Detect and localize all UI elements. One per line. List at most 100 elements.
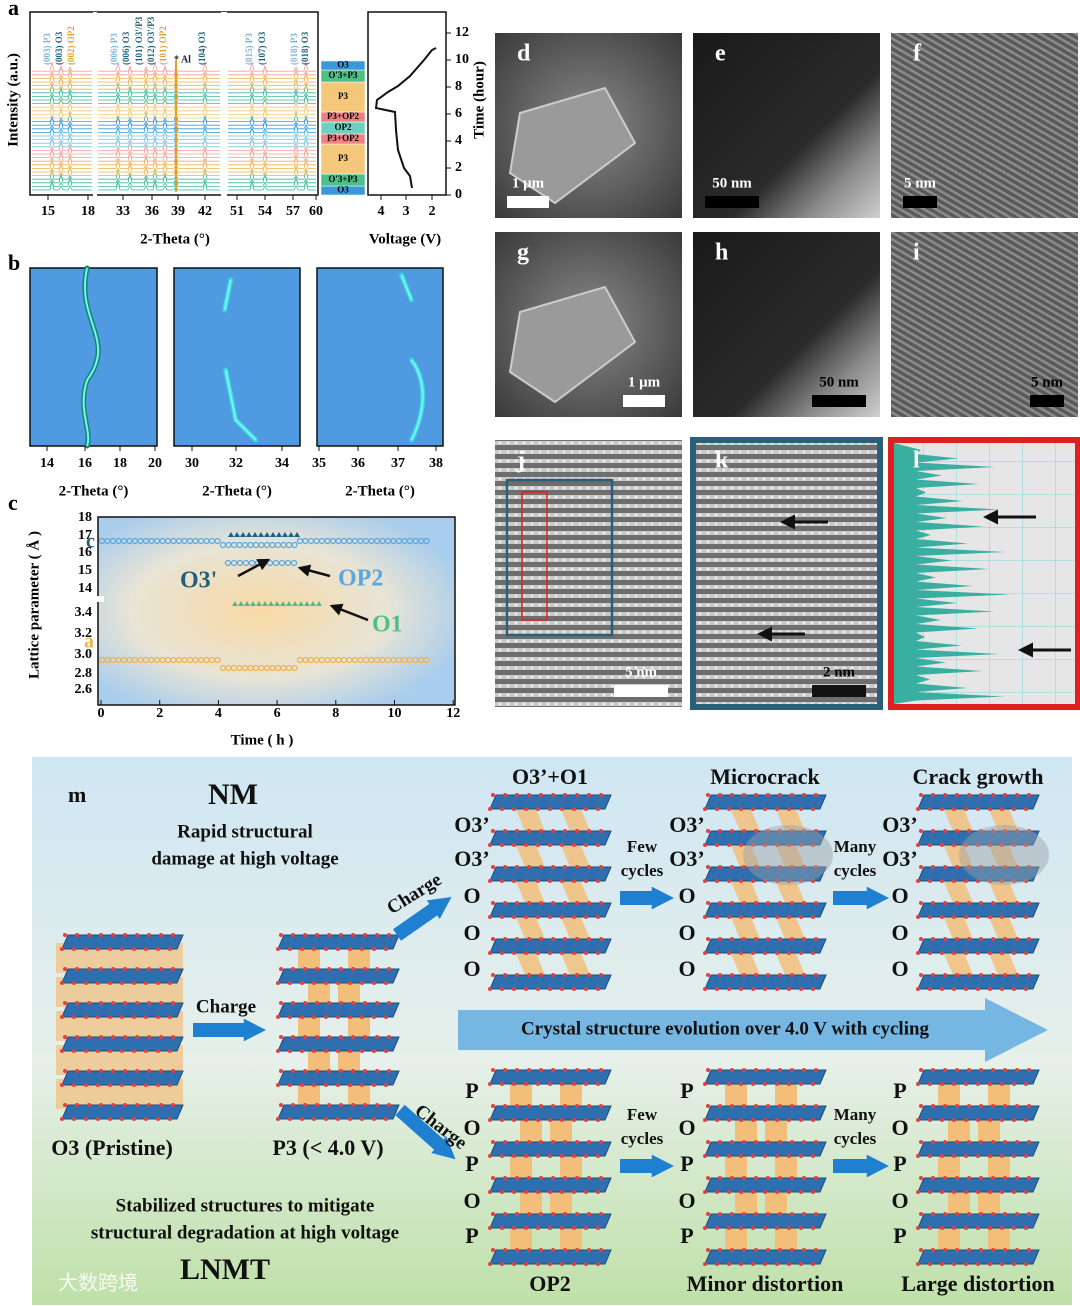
atom [730, 973, 734, 977]
atom [587, 973, 591, 977]
atom [727, 951, 731, 955]
atom [811, 1118, 815, 1122]
atom [1003, 829, 1007, 833]
pillar [988, 843, 1018, 867]
slab [61, 1104, 184, 1120]
pillar [775, 1154, 797, 1178]
slab [917, 1105, 1040, 1121]
atom [315, 1103, 319, 1107]
atom [503, 865, 507, 869]
atom [120, 1015, 124, 1019]
atom [339, 1035, 343, 1039]
atom [775, 987, 779, 991]
plot-frame [367, 11, 447, 196]
pillar [348, 947, 370, 969]
atom [339, 967, 343, 971]
series-marker [290, 559, 298, 567]
atom [787, 879, 791, 883]
atom [991, 937, 995, 941]
atom [775, 843, 779, 847]
atom [919, 1212, 923, 1216]
atom [560, 879, 564, 883]
atom [336, 947, 340, 951]
atom [288, 947, 292, 951]
atom [120, 1117, 124, 1121]
atom [84, 981, 88, 985]
atom [515, 1068, 519, 1072]
atom [384, 1117, 388, 1121]
atom [811, 951, 815, 955]
atom [360, 1015, 364, 1019]
xrd-pattern [98, 144, 220, 155]
atom [739, 843, 743, 847]
x-tick-label: 37 [391, 456, 405, 471]
atom [778, 1176, 782, 1180]
atom [778, 973, 782, 977]
atom [967, 1104, 971, 1108]
series-marker [292, 601, 298, 606]
scale-bar [507, 196, 549, 208]
pillar [725, 1082, 747, 1106]
atom [715, 1154, 719, 1158]
atom [99, 967, 103, 971]
atom [766, 1068, 770, 1072]
slab [917, 938, 1040, 954]
atom [524, 915, 528, 919]
atom [790, 865, 794, 869]
atom [312, 947, 316, 951]
atom [718, 793, 722, 797]
atom [763, 1226, 767, 1230]
atom [991, 793, 995, 797]
atom [739, 1154, 743, 1158]
atom [575, 901, 579, 905]
slab [489, 794, 612, 810]
atom [751, 879, 755, 883]
layer-label: O [678, 883, 695, 908]
atom [1027, 829, 1031, 833]
atom [327, 967, 331, 971]
atom [940, 1262, 944, 1266]
atom [147, 1001, 151, 1005]
atom [500, 915, 504, 919]
atom [967, 1068, 971, 1072]
atom [387, 1035, 391, 1039]
atom [72, 981, 76, 985]
atom [575, 937, 579, 941]
atom [524, 1262, 528, 1266]
atom [572, 1262, 576, 1266]
atom [790, 829, 794, 833]
atom [1003, 1248, 1007, 1252]
atom [171, 1103, 175, 1107]
atom [943, 865, 947, 869]
xrd-pattern [228, 155, 316, 166]
title: LNMT [180, 1253, 270, 1286]
atom [500, 987, 504, 991]
atom [802, 1176, 806, 1180]
atom [955, 1212, 959, 1216]
atom [63, 1035, 67, 1039]
layer-label: P [680, 1151, 693, 1176]
atom [572, 879, 576, 883]
xrd-pattern [98, 72, 220, 83]
y-axis-label: Lattice parameter ( Å ) [26, 531, 42, 679]
peak-label: (002) OP2 [66, 26, 76, 65]
atom [491, 1140, 495, 1144]
atom [515, 1212, 519, 1216]
atom [596, 843, 600, 847]
x-tick-label: 2 [156, 706, 163, 721]
layer-label: O3’ [454, 812, 489, 837]
atom [87, 967, 91, 971]
atom [500, 1082, 504, 1086]
column-title: O3’+O1 [512, 764, 588, 789]
atom [964, 807, 968, 811]
y-tick-label: 6 [455, 106, 462, 121]
atom [931, 973, 935, 977]
pillar [988, 1154, 1010, 1178]
atom [96, 947, 100, 951]
layer-label: P [465, 1078, 478, 1103]
atom [75, 933, 79, 937]
xrd-pattern [98, 65, 220, 76]
atom [87, 1035, 91, 1039]
atom [99, 1035, 103, 1039]
atom [778, 901, 782, 905]
